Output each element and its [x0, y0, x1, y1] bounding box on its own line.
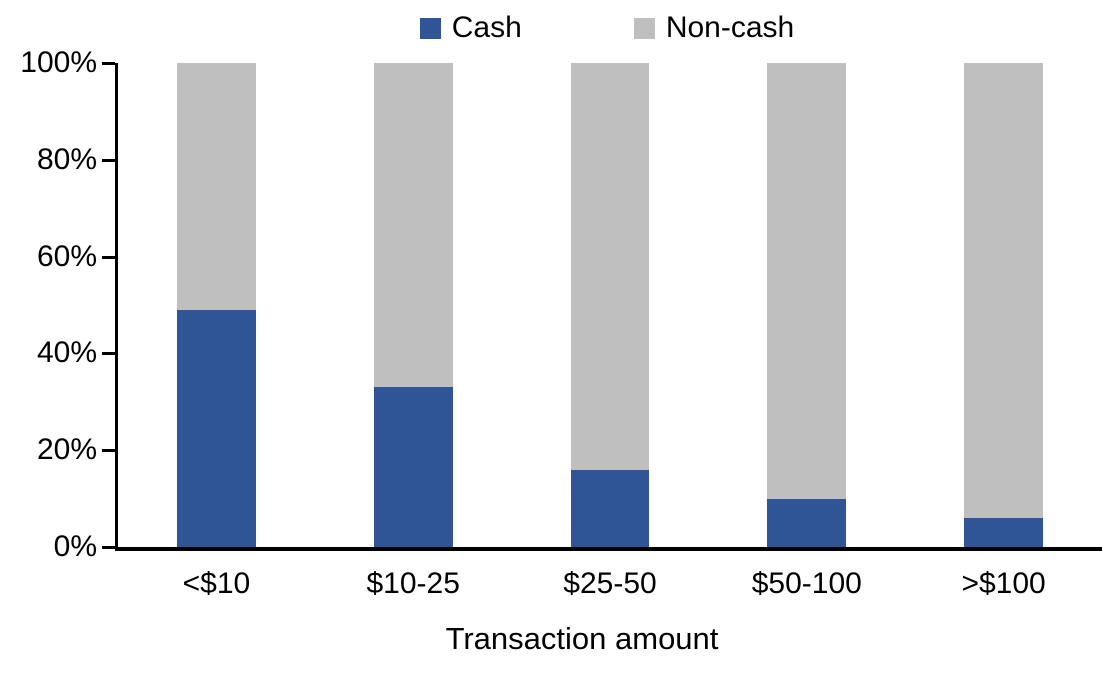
non-cash-segment — [964, 63, 1043, 518]
y-tick-mark — [102, 546, 115, 549]
y-tick-mark — [102, 158, 115, 162]
y-tick-mark — [102, 62, 115, 65]
y-tick-mark — [102, 449, 115, 453]
cash-segment — [570, 469, 650, 547]
y-tick-label: 20% — [36, 433, 97, 467]
non-cash-segment — [373, 63, 453, 388]
x-category-label: $50-100 — [751, 567, 862, 600]
bar-area — [118, 63, 1102, 547]
cash-segment — [373, 387, 453, 547]
stacked-bar — [177, 63, 256, 547]
y-tick-label: 100% — [20, 46, 97, 79]
legend: Cash Non-cash — [115, 12, 1099, 44]
legend-label: Non-cash — [665, 11, 795, 44]
non-cash-segment — [767, 63, 847, 499]
legend-item-non-cash: Non-cash — [633, 11, 795, 44]
x-category-label: <$10 — [182, 567, 251, 600]
y-tick-label: 60% — [36, 239, 97, 273]
y-tick-label: 0% — [53, 530, 97, 563]
stacked-bar — [570, 63, 650, 547]
non-cash-segment — [570, 63, 650, 470]
bar-slot — [905, 63, 1102, 547]
bar-slot — [512, 63, 709, 547]
legend-swatch-icon — [633, 17, 655, 39]
y-tick-label: 40% — [36, 336, 97, 370]
stacked-bar — [964, 63, 1043, 547]
legend-swatch-icon — [419, 17, 441, 39]
x-category-label: $25-50 — [563, 567, 657, 600]
non-cash-segment — [177, 63, 256, 310]
legend-label: Cash — [451, 11, 522, 44]
legend-item-cash: Cash — [419, 11, 522, 44]
cash-segment — [177, 309, 256, 547]
cash-segment — [964, 517, 1043, 547]
y-tick-mark — [102, 352, 115, 356]
x-category-label: $10-25 — [366, 567, 460, 600]
bar-slot — [118, 63, 315, 547]
x-axis-labels: <$10 $10-25 $25-50 $50-100 >$100 — [118, 567, 1102, 601]
bar-slot — [315, 63, 512, 547]
cash-segment — [767, 498, 847, 547]
x-axis-title: Transaction amount — [445, 621, 719, 656]
bar-slot — [708, 63, 905, 547]
stacked-bar — [373, 63, 453, 547]
plot-area — [115, 63, 1102, 551]
y-tick-mark — [102, 255, 115, 259]
y-tick-label: 80% — [36, 142, 97, 176]
stacked-bar — [767, 63, 847, 547]
x-category-label: >$100 — [961, 567, 1046, 600]
